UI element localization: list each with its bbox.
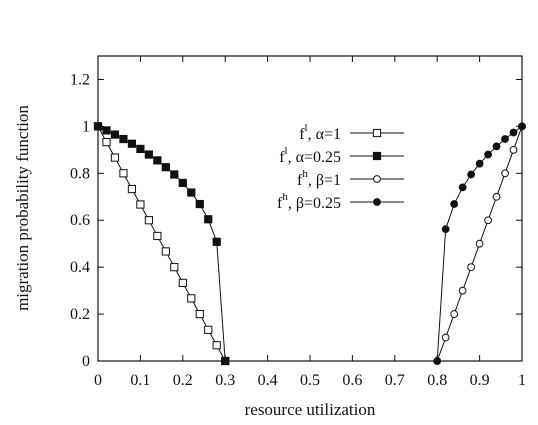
data-point <box>518 122 526 131</box>
data-point <box>153 156 162 165</box>
data-point <box>110 130 120 139</box>
data-point <box>484 216 492 225</box>
x-tick-label: 0.4 <box>258 372 278 389</box>
data-point <box>93 122 103 131</box>
y-tick-label: 0.2 <box>70 306 90 323</box>
y-tick-label: 0.6 <box>70 212 90 229</box>
data-point <box>509 128 518 137</box>
data-point <box>441 225 450 234</box>
data-point <box>501 135 509 143</box>
legend-item: fl, α=0.25 <box>279 145 404 166</box>
data-point <box>127 139 137 148</box>
data-point <box>110 153 120 162</box>
series-4 <box>433 122 526 365</box>
data-point <box>187 294 196 303</box>
series-line <box>97 125 226 362</box>
data-point <box>467 263 476 272</box>
data-point <box>161 247 170 256</box>
x-tick-label: 0.1 <box>130 372 150 389</box>
data-point <box>170 170 179 179</box>
data-point <box>204 215 213 224</box>
data-point <box>102 138 111 147</box>
data-point <box>467 170 476 179</box>
legend-marker <box>373 175 381 183</box>
data-point <box>153 231 162 241</box>
data-point <box>178 278 187 287</box>
data-point <box>212 237 221 246</box>
data-point <box>136 200 145 209</box>
y-tick-label: 0.4 <box>70 259 90 276</box>
legend-item: fl, α=1 <box>299 122 404 143</box>
x-tick-label: 0.9 <box>470 372 490 389</box>
data-point <box>204 325 213 334</box>
x-tick-label: 1 <box>518 372 526 389</box>
data-point <box>144 150 153 159</box>
x-tick-label: 0.6 <box>342 372 362 389</box>
data-point <box>458 183 467 192</box>
series-3 <box>433 122 526 365</box>
data-point <box>450 200 459 208</box>
data-point <box>119 134 128 144</box>
data-point <box>509 145 518 154</box>
x-tick-label: 0.8 <box>427 372 447 389</box>
data-point <box>161 163 170 172</box>
data-point <box>433 357 442 365</box>
legend-item: fh, β=0.25 <box>277 191 404 212</box>
y-axis-label: migration probability function <box>13 105 32 311</box>
data-point <box>492 142 501 151</box>
data-point <box>170 263 179 272</box>
x-tick-label: 0.7 <box>385 372 405 389</box>
legend-label: fl, α=0.25 <box>279 145 341 166</box>
y-tick-label: 0 <box>82 353 90 370</box>
data-point <box>195 309 204 319</box>
data-point <box>119 169 128 178</box>
data-point <box>475 239 484 248</box>
legend-marker <box>373 198 381 206</box>
series-layer <box>93 122 526 366</box>
y-tick-label: 0.8 <box>70 165 90 182</box>
legend-label: fh, β=1 <box>297 168 341 189</box>
data-point <box>501 169 509 178</box>
data-point <box>127 184 137 194</box>
data-point <box>187 188 196 197</box>
data-point <box>441 333 450 342</box>
x-tick-label: 0 <box>94 372 102 389</box>
x-tick-label: 0.5 <box>300 372 320 389</box>
data-point <box>144 216 153 225</box>
x-axis-label: resource utilization <box>245 400 376 419</box>
legend-label: fh, β=0.25 <box>277 191 341 212</box>
data-point <box>178 178 187 188</box>
legend-label: fl, α=1 <box>299 122 341 143</box>
series-line <box>97 126 226 362</box>
x-tick-label: 0.2 <box>173 372 193 389</box>
x-tick-label: 0.3 <box>215 372 235 389</box>
axis-ticks: 0 0.1 0.2 0.3 0.4 0.5 0.6 0.7 0.8 0.9 1 0 0.2 0.4 0.6 0… <box>70 56 526 389</box>
legend-marker <box>372 151 382 161</box>
data-point <box>221 356 230 366</box>
data-point <box>212 341 221 350</box>
data-point <box>450 310 459 318</box>
data-point <box>475 159 484 168</box>
legend-marker <box>372 128 382 138</box>
y-tick-label: 1 <box>82 118 90 135</box>
data-point <box>484 150 492 159</box>
data-point <box>102 126 111 135</box>
data-point <box>195 199 204 209</box>
series-2 <box>93 122 230 366</box>
data-point <box>136 144 145 154</box>
series-1 <box>93 122 230 366</box>
y-tick-label: 1.2 <box>70 71 90 88</box>
data-point <box>458 286 467 295</box>
data-point <box>492 192 501 201</box>
legend-item: fh, β=1 <box>297 168 404 189</box>
